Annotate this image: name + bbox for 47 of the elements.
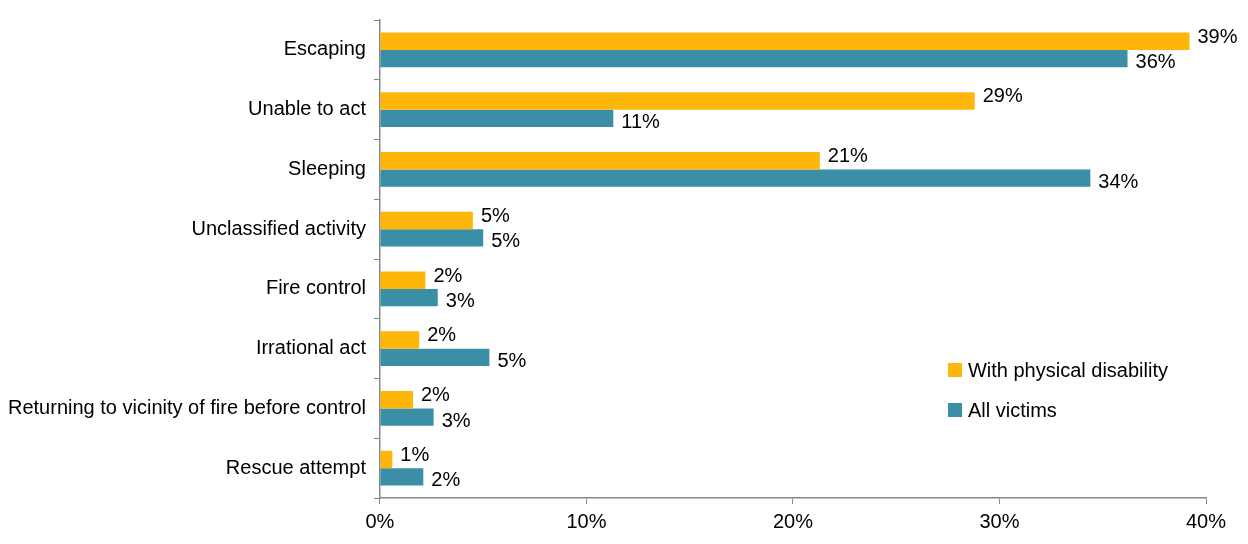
data-label: 11%: [621, 109, 661, 132]
data-label: 5%: [497, 348, 527, 371]
x-tick-label: 20%: [772, 509, 814, 532]
y-tick-label: Unable to act: [248, 97, 367, 120]
data-label: 36%: [1135, 50, 1176, 73]
bar: [380, 49, 1128, 68]
bar: [380, 92, 975, 110]
y-tick-label: Escaping: [283, 37, 366, 60]
bar: [380, 211, 473, 230]
bar: [380, 32, 1190, 50]
x-tick-label: 0%: [365, 509, 395, 532]
y-tick-label: Fire control: [265, 276, 366, 299]
bar: [380, 450, 393, 469]
data-label: 1%: [400, 442, 430, 465]
bar: [380, 391, 413, 409]
data-label: 2%: [427, 323, 457, 346]
bar: [380, 288, 438, 307]
data-label: 29%: [982, 84, 1023, 107]
data-label: 34%: [1098, 169, 1139, 192]
data-label: 5%: [480, 203, 510, 226]
data-label: 21%: [827, 144, 869, 167]
x-tick-label: 30%: [979, 509, 1020, 532]
data-label: 5%: [491, 229, 521, 252]
data-label: 3%: [445, 289, 475, 312]
bar: [380, 152, 820, 170]
legend-label: All victims: [967, 398, 1057, 422]
y-tick-label: Unclassified activity: [191, 216, 366, 239]
bar: [380, 348, 490, 366]
data-label: 2%: [420, 383, 451, 406]
bar: [380, 408, 434, 426]
data-label: 3%: [441, 408, 471, 431]
bar: [380, 331, 420, 349]
y-tick-label: Rescue attempt: [225, 455, 367, 478]
legend-label: With physical disability: [967, 358, 1168, 382]
y-tick-label: Returning to vicinity of fire before control: [8, 395, 366, 418]
data-label: 2%: [433, 263, 463, 286]
bar: [380, 169, 1091, 187]
data-label: 2%: [431, 468, 461, 491]
x-tick-label: 40%: [1185, 509, 1227, 532]
bar: [380, 109, 614, 127]
x-tick-label: 10%: [566, 509, 607, 532]
y-tick-label: Irrational act: [255, 336, 367, 359]
y-tick-label: Sleeping: [288, 156, 366, 179]
bar: [380, 229, 484, 247]
bar: [380, 271, 426, 289]
data-label: 39%: [1197, 24, 1238, 47]
bar: [380, 468, 424, 486]
